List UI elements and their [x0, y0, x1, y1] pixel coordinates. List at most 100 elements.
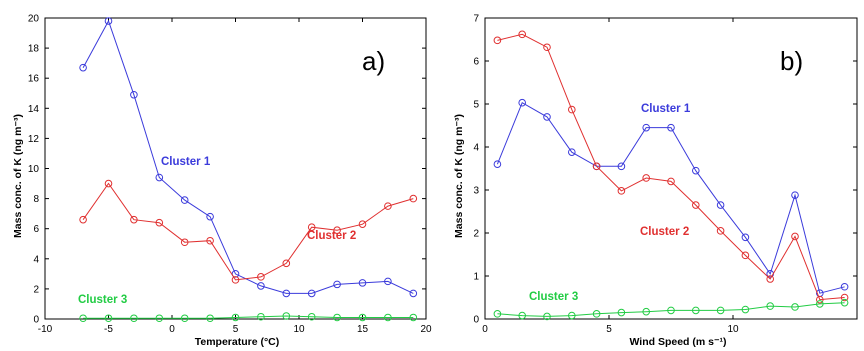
chart-b-ytick-label: 7 [473, 14, 479, 25]
chart-b-ytick-label: 5 [473, 100, 479, 111]
chart-b-cluster-2-point [716, 227, 725, 235]
chart-b-cluster-3-point [667, 306, 675, 315]
chart-b-cluster-2-point [642, 174, 650, 182]
chart-a-ytick-label: 8 [33, 194, 39, 205]
chart-a-xtick-label: -10 [38, 324, 53, 335]
chart-a-xtick-label: 0 [169, 324, 175, 335]
chart-a-cluster-3-point [358, 313, 367, 322]
chart-b-cluster-2-point [493, 36, 502, 45]
chart-a-ytick-label: 16 [28, 74, 40, 85]
chart-a-ytick-label: 10 [28, 164, 40, 175]
chart-a-cluster-3-point [130, 314, 138, 323]
chart-b-cluster-2-point [816, 295, 824, 304]
chart-a-cluster-1-point [155, 173, 164, 182]
chart-b-ytick-label: 6 [473, 57, 479, 68]
chart-a-cluster-2-point [282, 259, 291, 268]
chart-b-cluster-2-point [667, 177, 675, 186]
chart-a-cluster-2-point [206, 236, 214, 245]
chart-a-cluster-1-point [104, 17, 113, 25]
chart-a-xtick-label: -5 [104, 324, 113, 335]
chart-b-cluster-2-point [617, 187, 626, 195]
chart-a-cluster-3-point [206, 314, 214, 323]
chart-b-cluster-3-point [766, 302, 775, 310]
chart-a-cluster-1-point [130, 90, 138, 99]
chart-b-cluster-2-point [692, 201, 700, 209]
chart-a-cluster-3-point [257, 312, 265, 321]
chart-b-cluster-2-point [518, 30, 526, 39]
chart-a-cluster-3-label: Cluster 3 [78, 294, 127, 306]
chart-panel-b: Mass conc. of K (ng m⁻³) Wind Speed (m s… [453, 14, 858, 348]
chart-b-cluster-2-point [741, 251, 750, 260]
chart-b-cluster-2-line [497, 33, 845, 301]
chart-b-xlabel: Wind Speed (m s⁻¹) [629, 336, 726, 348]
chart-a-ytick-label: 18 [28, 44, 40, 55]
chart-a-xtick-label: 5 [233, 324, 239, 335]
chart-a-ytick-label: 6 [33, 224, 39, 235]
chart-b-cluster-1-line [496, 101, 845, 294]
chart-b-cluster-3-point [493, 310, 502, 318]
chart-b-cluster-3-point [741, 305, 750, 314]
chart-b-xtick-label: 5 [606, 324, 612, 335]
chart-a-cluster-3-point [231, 313, 240, 322]
chart-a-cluster-2-point [231, 276, 240, 284]
chart-b-cluster-3-point [592, 310, 601, 318]
chart-a-cluster-1-point [307, 289, 316, 298]
chart-b-xtick-label: 0 [482, 324, 488, 335]
chart-a-ylabel: Mass conc. of K (ng m⁻³) [12, 114, 24, 238]
chart-a-cluster-1-point [257, 282, 265, 290]
chart-a-cluster-2-point [384, 202, 392, 210]
chart-b-cluster-1-point [568, 148, 576, 156]
chart-a-cluster-2-point [130, 215, 138, 224]
chart-b-cluster-3-point [642, 307, 650, 316]
chart-b-cluster-2-point [592, 162, 601, 171]
chart-b-cluster-2-point [791, 232, 799, 241]
chart-a-cluster-2-point [307, 223, 316, 231]
chart-a-cluster-2-label: Cluster 2 [307, 230, 356, 242]
chart-a-cluster-3-line [83, 315, 414, 319]
chart-a-cluster-3-point [307, 312, 316, 321]
chart-b-cluster-1-point [692, 166, 700, 175]
chart-a-cluster-3-point [282, 312, 291, 320]
chart-a-cluster-2-point [79, 215, 87, 224]
chart-a-cluster-1-point [231, 270, 240, 278]
chart-b-cluster-3-label: Cluster 3 [529, 291, 578, 303]
chart-a-cluster-1-line [82, 19, 414, 294]
chart-b-cluster-1-point [518, 98, 526, 107]
chart-b-ytick-label: 3 [473, 186, 479, 197]
chart-a-ytick-label: 2 [33, 284, 39, 295]
chart-a-ytick-label: 14 [28, 104, 40, 115]
chart-a-cluster-2-point [155, 218, 164, 227]
chart-a-cluster-2-point [257, 273, 265, 281]
chart-b-cluster-3-line [497, 302, 845, 317]
chart-a-cluster-3-point [333, 313, 341, 322]
chart-a-xtick-label: 20 [420, 324, 432, 335]
chart-b-cluster-3-point [518, 311, 526, 320]
chart-a-cluster-1-point [206, 212, 214, 221]
chart-b-cluster-1-label: Cluster 1 [641, 103, 691, 115]
chart-b-cluster-3-point [568, 311, 576, 320]
chart-b-cluster-3-point [791, 303, 799, 311]
chart-a-cluster-3-point [384, 313, 392, 322]
chart-a-xtick-label: 10 [293, 324, 305, 335]
chart-a-cluster-3-point [409, 313, 418, 322]
chart-b-ytick-label: 1 [473, 272, 479, 283]
chart-a-cluster-3-point [104, 314, 113, 323]
chart-a-cluster-2-point [104, 179, 113, 188]
chart-b-cluster-2-point [568, 105, 576, 114]
chart-a-ytick-label: 12 [28, 134, 40, 145]
chart-a-cluster-1-point [333, 280, 341, 289]
chart-b-cluster-3-point [692, 306, 700, 315]
chart-a-cluster-2-point [180, 238, 189, 247]
chart-b-plot-frame [484, 17, 858, 320]
chart-b-cluster-1-point [493, 160, 502, 168]
chart-b-cluster-3-point [816, 300, 824, 308]
chart-b-ylabel: Mass conc. of K (ng m⁻³) [453, 114, 465, 238]
chart-a-ytick-label: 20 [28, 14, 40, 25]
chart-b-cluster-2-label: Cluster 2 [640, 226, 689, 238]
chart-a-xtick-label: 15 [357, 324, 369, 335]
chart-a-ytick-label: 4 [33, 254, 39, 265]
chart-b-ytick-label: 2 [473, 229, 479, 240]
chart-b-cluster-1-point [840, 282, 849, 291]
chart-b-cluster-3-point [543, 312, 551, 321]
